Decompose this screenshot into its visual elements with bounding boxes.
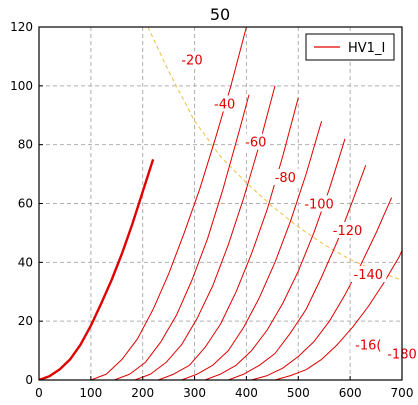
curve-label: -140 [354,268,384,283]
y-tick-label: 100 [10,79,33,93]
x-axis: 0 100 200 300 400 500 600 700 [35,376,413,400]
x-tick-label: 700 [391,386,414,400]
curve-label-bg [210,95,239,112]
curve-label-bg [177,51,206,68]
plate-curve [134,85,276,380]
plate-curve [251,197,393,380]
x-tick-label: 400 [235,386,258,400]
curve-label: -60 [245,136,266,151]
x-tick-label: 0 [35,386,43,400]
curve-label-bg [384,345,418,362]
curve-label-bg [350,336,387,353]
curve-label: -100 [304,197,334,212]
curve-label-bg [301,195,338,212]
legend-entry: HV1_I [348,41,385,56]
y-tick-label: 120 [10,20,33,34]
y-tick-label: 60 [18,197,33,211]
chart-title: 50 [210,5,230,24]
curve-label-bg [271,168,300,185]
x-tick-label: 200 [131,386,154,400]
curve-labels: -20-40-60-80-100-120-140-16(-180 [177,51,418,362]
x-tick-label: 600 [339,386,362,400]
y-tick-label: 0 [25,373,33,387]
plate-curve [274,250,402,380]
curve-label-bg [350,266,387,283]
curve-label-bg [329,221,366,238]
plate-curve [114,94,250,380]
y-tick-label: 80 [18,138,33,152]
x-tick-label: 100 [79,386,102,400]
plate-curve [228,165,367,380]
curve-label: -20 [181,53,202,68]
legend: HV1_I [305,33,395,61]
plate-curve [181,120,323,380]
curve-label: -40 [214,97,235,112]
curve-label: -80 [275,171,296,186]
plate-curve [90,27,247,380]
x-tick-label: 300 [183,386,206,400]
curve-label: -120 [333,224,363,239]
y-tick-label: 20 [18,314,33,328]
y-tick-label: 40 [18,255,33,269]
x-tick-label: 500 [287,386,310,400]
y-axis: 0 20 40 60 80 100 120 [10,20,43,387]
curve-label: -16( [355,339,381,354]
load-line [147,27,402,281]
plate-curve [39,159,155,380]
curve-label-bg [241,133,270,150]
